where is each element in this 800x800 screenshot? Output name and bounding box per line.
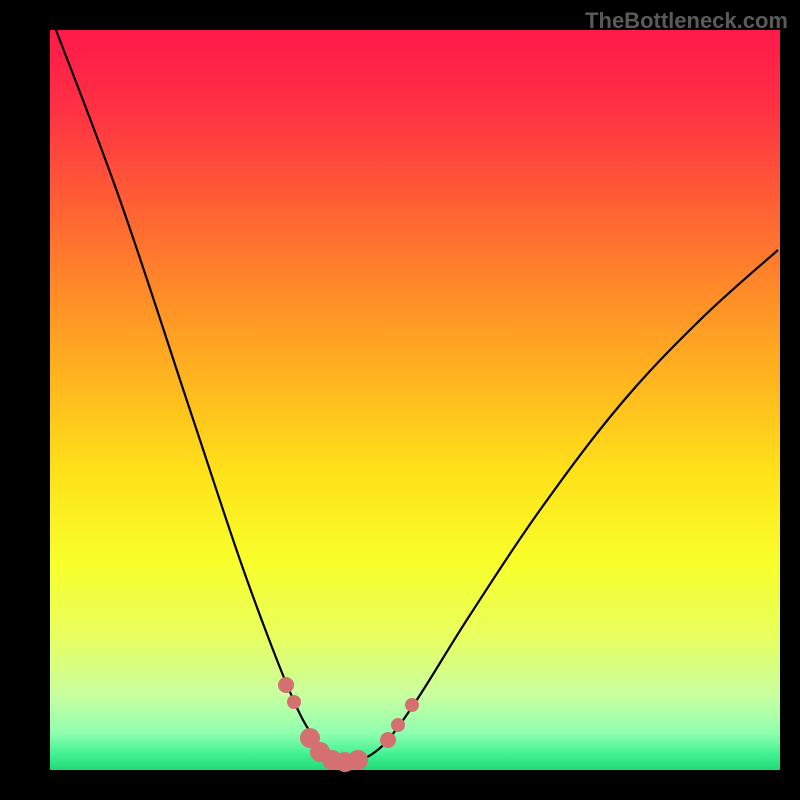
marker-point	[348, 750, 368, 770]
chart-container: { "watermark": { "text": "TheBottleneck.…	[0, 0, 800, 800]
plot-background	[50, 30, 780, 770]
marker-point	[391, 718, 405, 732]
marker-point	[380, 732, 396, 748]
chart-svg	[0, 0, 800, 800]
marker-point	[405, 698, 419, 712]
marker-point	[287, 695, 301, 709]
watermark-text: TheBottleneck.com	[585, 8, 788, 34]
marker-point	[278, 677, 294, 693]
